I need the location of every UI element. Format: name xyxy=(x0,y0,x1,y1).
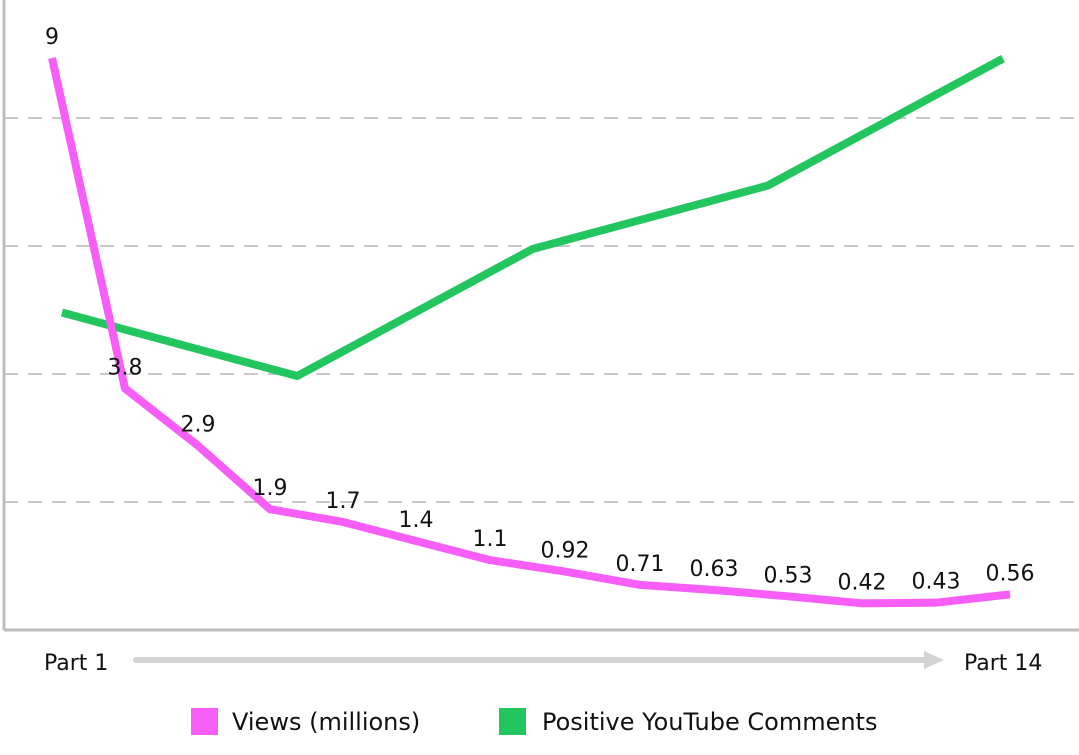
series-line-views xyxy=(48,57,1011,608)
x-direction-arrow-head xyxy=(924,651,944,669)
x-end-label: Part 14 xyxy=(964,651,1042,676)
data-label-views: 0.43 xyxy=(912,570,961,595)
label-layer: 9 3.8 2.9 1.9 1.7 1.4 1.1 0.92 0.71 0.63 0.53 0.42 0… xyxy=(45,25,1034,595)
data-label-views: 1.9 xyxy=(253,476,288,501)
data-label-views: 0.92 xyxy=(541,539,590,564)
legend-label-comments: Positive YouTube Comments xyxy=(542,708,877,736)
series-layer xyxy=(48,55,1011,608)
legend-label-views: Views (millions) xyxy=(232,708,420,736)
legend-swatch-comments xyxy=(499,708,526,735)
data-label-views: 0.71 xyxy=(616,552,665,577)
data-label-views: 9 xyxy=(45,25,59,50)
series-line-comments xyxy=(60,55,1005,381)
grid-layer xyxy=(4,117,1079,503)
data-label-views: 0.53 xyxy=(764,563,813,588)
data-label-views: 2.9 xyxy=(181,413,216,438)
data-label-views: 3.8 xyxy=(108,355,143,380)
data-label-views: 1.1 xyxy=(473,527,508,552)
data-label-views: 1.4 xyxy=(399,508,434,533)
data-label-views: 0.56 xyxy=(986,561,1035,586)
data-label-views: 0.42 xyxy=(838,570,887,595)
data-label-views: 1.7 xyxy=(326,489,361,514)
data-label-views: 0.63 xyxy=(690,557,739,582)
x-start-label: Part 1 xyxy=(44,651,108,676)
legend-swatch-views xyxy=(191,708,218,735)
